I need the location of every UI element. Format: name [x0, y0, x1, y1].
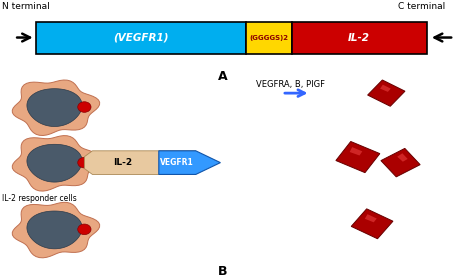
- Polygon shape: [365, 214, 377, 222]
- Polygon shape: [12, 136, 100, 191]
- Text: N terminal: N terminal: [2, 3, 50, 11]
- Polygon shape: [12, 80, 100, 135]
- Ellipse shape: [78, 157, 91, 168]
- Polygon shape: [397, 153, 408, 162]
- Text: IL-2: IL-2: [348, 33, 370, 43]
- Text: (VEGFR1): (VEGFR1): [113, 33, 169, 43]
- Ellipse shape: [78, 224, 91, 235]
- Polygon shape: [27, 211, 82, 249]
- Text: VEGFRA, B, PIGF: VEGFRA, B, PIGF: [256, 80, 325, 89]
- Text: C terminal: C terminal: [398, 3, 446, 11]
- Text: (GGGGS)2: (GGGGS)2: [249, 34, 289, 41]
- Polygon shape: [159, 151, 220, 175]
- Polygon shape: [27, 144, 82, 182]
- Text: B: B: [218, 265, 228, 277]
- Polygon shape: [381, 148, 420, 177]
- Polygon shape: [380, 85, 391, 92]
- Polygon shape: [336, 142, 380, 173]
- Polygon shape: [84, 151, 196, 175]
- Ellipse shape: [78, 102, 91, 112]
- Text: IL-2: IL-2: [113, 158, 132, 167]
- Polygon shape: [27, 89, 82, 126]
- FancyBboxPatch shape: [36, 22, 246, 53]
- Polygon shape: [368, 80, 405, 106]
- FancyBboxPatch shape: [292, 22, 427, 53]
- Text: IL-2 responder cells: IL-2 responder cells: [2, 194, 77, 203]
- Polygon shape: [351, 209, 393, 239]
- Polygon shape: [12, 202, 100, 258]
- Text: A: A: [218, 70, 228, 83]
- FancyBboxPatch shape: [246, 22, 292, 53]
- Text: VEGFR1: VEGFR1: [160, 158, 194, 167]
- Polygon shape: [350, 147, 362, 155]
